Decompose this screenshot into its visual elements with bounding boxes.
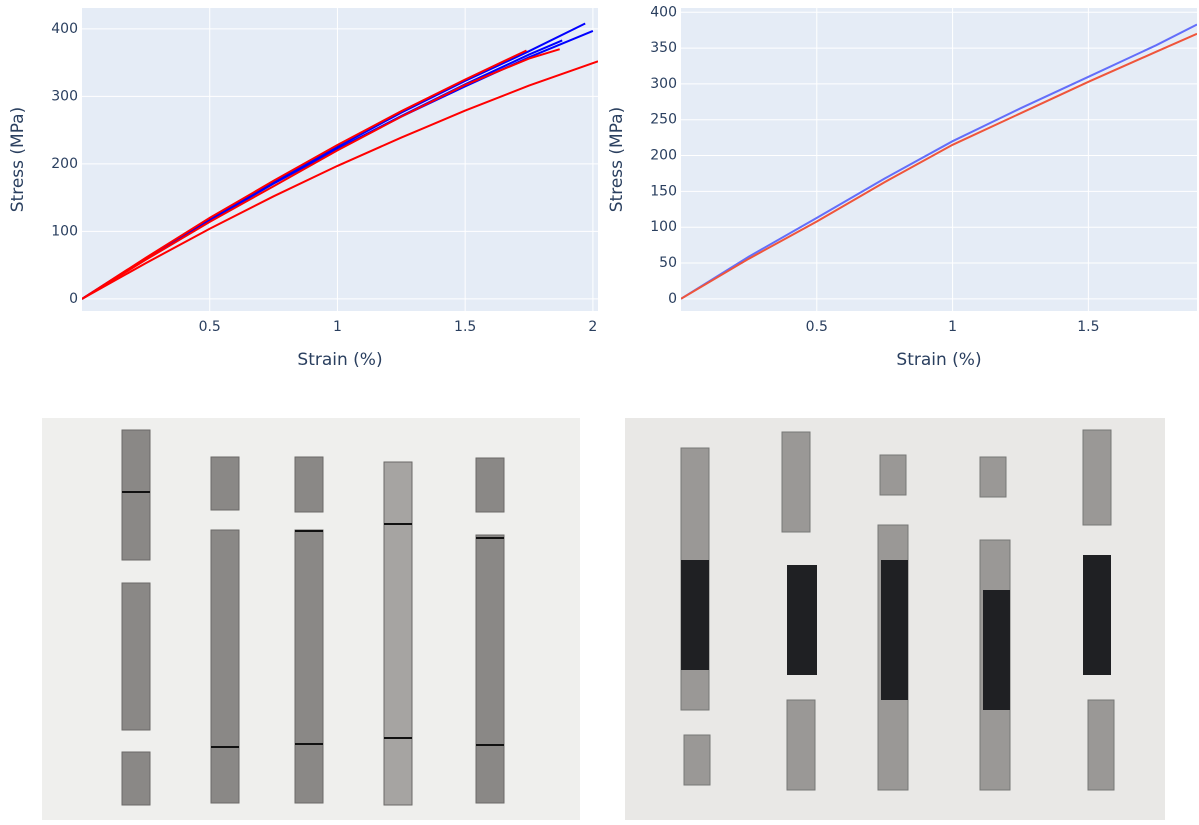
x-tick-label: 1.5 — [454, 319, 476, 335]
y-tick-label: 0 — [69, 291, 78, 307]
photo-plain-specimens — [42, 418, 580, 820]
y-axis-title: Stress (MPa) — [607, 107, 627, 213]
data-line — [681, 32, 1197, 300]
y-tick-label: 300 — [51, 88, 78, 104]
x-tick-label: 1 — [948, 319, 957, 335]
data-line — [82, 39, 563, 300]
x-axis-title: Strain (%) — [297, 350, 382, 370]
y-tick-label: 50 — [659, 255, 677, 271]
y-tick-label: 300 — [650, 76, 677, 92]
x-tick-label: 1.5 — [1077, 319, 1099, 335]
y-axis-title: Stress (MPa) — [8, 107, 28, 213]
y-tick-label: 400 — [650, 4, 677, 20]
y-tick-label: 100 — [650, 219, 677, 235]
y-tick-label: 350 — [650, 40, 677, 56]
x-tick-label: 1 — [333, 319, 342, 335]
x-tick-label: 2 — [588, 319, 597, 335]
data-line — [82, 49, 527, 300]
data-line — [681, 23, 1197, 300]
x-axis-title: Strain (%) — [896, 350, 981, 370]
chart: 0 100 200 300 400 0.5 1 1.5 2 Strain (%) Stress (M… — [8, 8, 598, 370]
y-tick-label: 200 — [650, 148, 677, 164]
y-tick-label: 200 — [51, 156, 78, 172]
plot-area — [681, 8, 1197, 311]
y-tick-label: 0 — [668, 291, 677, 307]
data-line — [82, 48, 560, 300]
specimen-marks — [122, 491, 504, 748]
y-tick-label: 150 — [650, 183, 677, 199]
sensors — [681, 555, 1111, 710]
chart: 0 50 100 150 200 250 300 350 400 0.5 1 1.5 Strain (%… — [607, 4, 1197, 370]
y-tick-label: 250 — [650, 112, 677, 128]
y-tick-label: 100 — [51, 223, 78, 239]
specimens — [121, 429, 505, 806]
x-tick-label: 0.5 — [199, 319, 221, 335]
data-line — [82, 60, 598, 300]
x-tick-label: 0.5 — [806, 319, 828, 335]
y-tick-label: 400 — [51, 21, 78, 37]
photo-sensor-specimens — [625, 418, 1165, 820]
